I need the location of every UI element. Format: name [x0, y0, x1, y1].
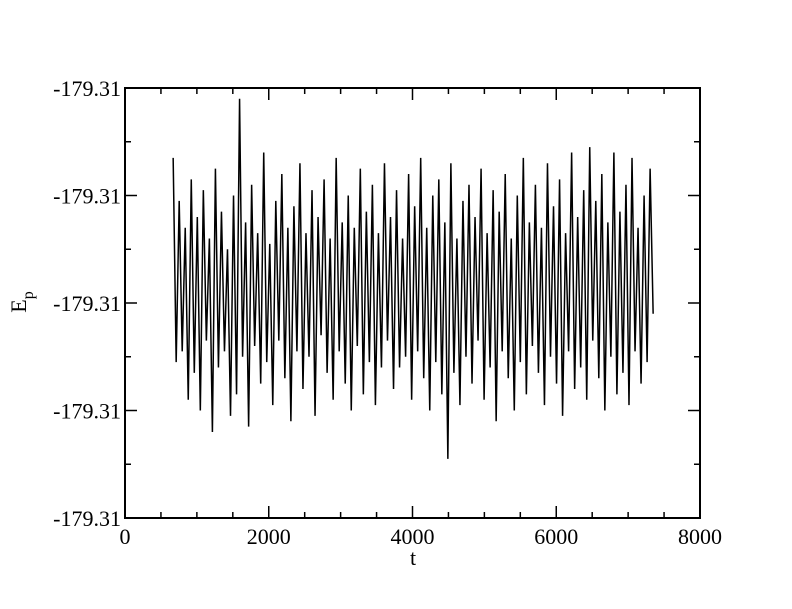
y-axis-label-main: E — [6, 299, 31, 312]
x-tick-label: 4000 — [391, 524, 435, 549]
x-tick-label: 0 — [120, 524, 131, 549]
y-tick-label: -179.31 — [53, 291, 121, 316]
y-tick-label: -179.31 — [53, 76, 121, 101]
y-tick-label: -179.31 — [53, 506, 121, 531]
y-tick-label: -179.31 — [53, 399, 121, 424]
x-tick-label: 2000 — [247, 524, 291, 549]
y-tick-label: -179.31 — [53, 184, 121, 209]
y-axis-label: Ep — [6, 291, 37, 312]
data-line — [172, 98, 654, 459]
x-tick-label: 8000 — [678, 524, 722, 549]
x-tick-label: 6000 — [534, 524, 578, 549]
y-axis-label-sub: p — [20, 291, 37, 299]
x-axis-label: t — [410, 545, 416, 570]
